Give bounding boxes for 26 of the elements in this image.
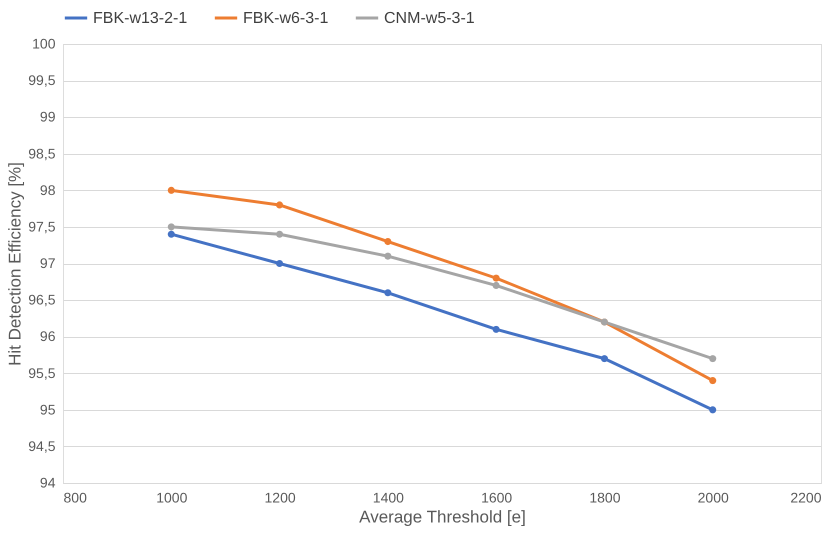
- x-tick-label: 1800: [589, 490, 621, 506]
- legend-label: FBK-w6-3-1: [243, 10, 328, 27]
- y-tick-label: 97,5: [28, 218, 56, 234]
- y-tick-label: 98,5: [28, 145, 56, 162]
- y-tick-label: 100: [32, 36, 56, 52]
- y-tick-label: 94: [40, 474, 56, 490]
- x-tick-label: 1400: [372, 490, 404, 506]
- y-tick-label: 97: [40, 255, 56, 271]
- x-axis-title: Average Threshold [e]: [359, 508, 526, 526]
- x-tick-label: 1600: [481, 490, 512, 506]
- x-tick-label: 800: [64, 490, 88, 506]
- y-tick-label: 94,5: [28, 438, 56, 454]
- y-tick-label: 95,5: [28, 364, 56, 381]
- y-tick-label: 96: [40, 328, 56, 344]
- legend-label: FBK-w13-2-1: [93, 10, 188, 27]
- x-tick-label: 1000: [156, 490, 188, 506]
- x-tick-label: 2200: [790, 490, 822, 506]
- y-tick-label: 98: [40, 182, 56, 198]
- y-axis-title: Hit Detection Efficiency [%]: [5, 162, 24, 366]
- y-tick-label: 96,5: [28, 292, 56, 308]
- x-tick-label: 2000: [698, 490, 729, 506]
- y-tick-label: 99,5: [28, 72, 56, 88]
- y-tick-label: 99: [40, 108, 56, 125]
- y-tick-label: 95: [40, 401, 56, 418]
- x-tick-label: 1200: [264, 490, 296, 506]
- legend-label: CNM-w5-3-1: [384, 10, 475, 27]
